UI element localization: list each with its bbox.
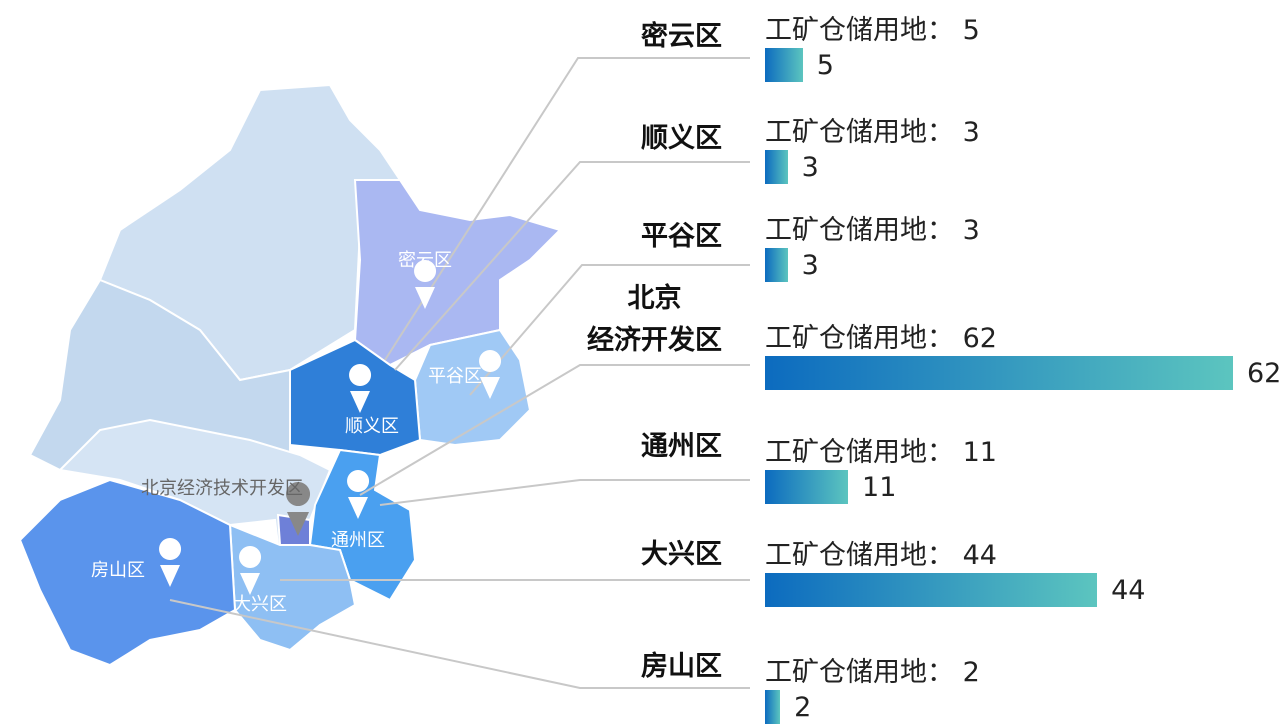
metric-value: 11 bbox=[954, 437, 997, 468]
metric-text: 工矿仓储用地： bbox=[765, 117, 954, 148]
bar bbox=[765, 470, 849, 504]
district-name: 通州区 bbox=[641, 431, 722, 462]
bar bbox=[765, 356, 1233, 390]
value-label: 3 bbox=[801, 250, 819, 281]
metric-text: 工矿仓储用地： bbox=[765, 657, 954, 688]
leader-lines bbox=[169, 57, 750, 689]
district-name: 顺义区 bbox=[641, 123, 722, 154]
map-label: 平谷区 bbox=[428, 366, 482, 387]
metric-text: 工矿仓储用地： bbox=[765, 323, 954, 354]
map-pins bbox=[159, 260, 502, 595]
map-label: 顺义区 bbox=[345, 416, 399, 437]
district-name: 北京 经济开发区 bbox=[587, 283, 722, 356]
bar bbox=[765, 573, 1098, 607]
value-label: 62 bbox=[1247, 358, 1282, 389]
metric-label: 工矿仓储用地： 44 bbox=[765, 533, 997, 572]
metric-label: 工矿仓储用地： 2 bbox=[765, 650, 980, 689]
bar bbox=[765, 248, 788, 282]
metric-value: 62 bbox=[954, 323, 997, 354]
metric-label: 工矿仓储用地： 62 bbox=[765, 316, 997, 355]
metric-text: 工矿仓储用地： bbox=[765, 437, 954, 468]
map-label: 房山区 bbox=[91, 560, 145, 581]
value-label: 44 bbox=[1111, 575, 1146, 606]
metric-value: 44 bbox=[954, 540, 997, 571]
metric-value: 5 bbox=[954, 15, 980, 46]
district-name: 平谷区 bbox=[641, 221, 722, 252]
metric-value: 3 bbox=[954, 215, 980, 246]
metric-text: 工矿仓储用地： bbox=[765, 540, 954, 571]
value-label: 5 bbox=[816, 50, 834, 81]
district-name: 密云区 bbox=[641, 21, 722, 52]
district-name: 房山区 bbox=[641, 651, 722, 682]
value-label: 11 bbox=[862, 472, 897, 503]
bar bbox=[765, 690, 781, 724]
metric-label: 工矿仓储用地： 11 bbox=[765, 430, 997, 469]
bar bbox=[765, 150, 788, 184]
metric-text: 工矿仓储用地： bbox=[765, 15, 954, 46]
map-label: 密云区 bbox=[398, 250, 452, 271]
metric-label: 工矿仓储用地： 3 bbox=[765, 208, 980, 247]
bar bbox=[765, 48, 803, 82]
district-name: 大兴区 bbox=[641, 539, 722, 570]
metric-text: 工矿仓储用地： bbox=[765, 215, 954, 246]
map-label: 大兴区 bbox=[233, 594, 287, 615]
value-label: 2 bbox=[794, 692, 812, 723]
metric-label: 工矿仓储用地： 5 bbox=[765, 8, 980, 47]
value-label: 3 bbox=[801, 152, 819, 183]
metric-label: 工矿仓储用地： 3 bbox=[765, 110, 980, 149]
metric-value: 2 bbox=[954, 657, 980, 688]
metric-value: 3 bbox=[954, 117, 980, 148]
map-label: 北京经济技术开发区 bbox=[141, 478, 303, 499]
map-label: 通州区 bbox=[331, 530, 385, 551]
